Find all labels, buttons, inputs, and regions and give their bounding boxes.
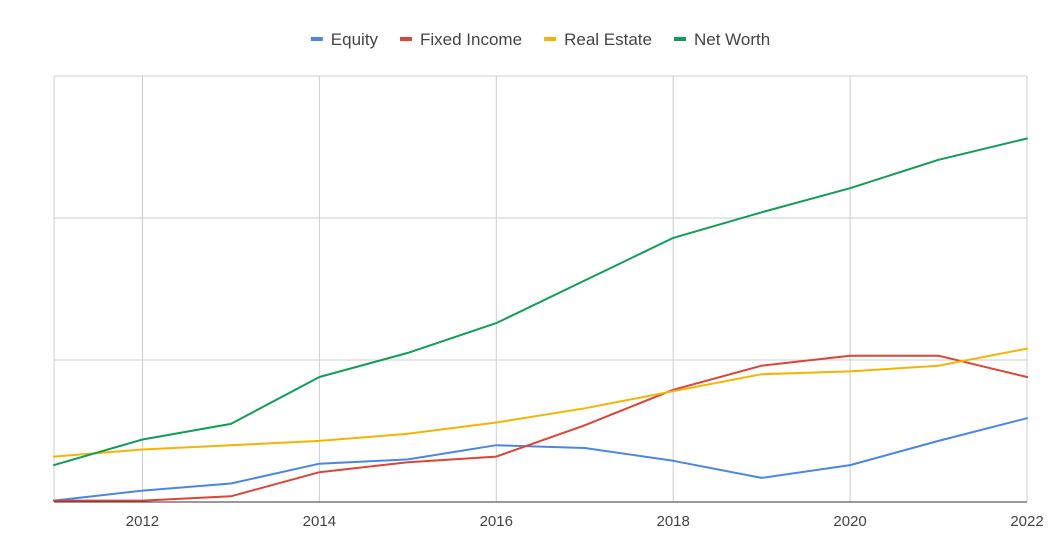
legend-item[interactable]: Net Worth (674, 30, 770, 49)
legend-label: Net Worth (694, 30, 770, 49)
legend-item[interactable]: Equity (310, 30, 379, 49)
legend-item[interactable]: Real Estate (544, 30, 652, 49)
series-line-equity (53, 417, 1028, 502)
x-tick-label: 2022 (1010, 513, 1043, 530)
legend-swatch (674, 37, 686, 41)
legend-label: Real Estate (564, 30, 652, 49)
x-tick-label: 2016 (480, 513, 513, 530)
legend-label: Equity (331, 30, 379, 49)
series-line-net-worth (53, 137, 1028, 467)
x-tick-label: 2018 (656, 513, 689, 530)
gridlines (53, 75, 1028, 502)
legend: Equity Fixed Income Real Estate Net Worth (310, 30, 770, 49)
series-line-fixed-income (53, 354, 1028, 502)
legend-label: Fixed Income (420, 30, 522, 49)
legend-swatch (310, 37, 323, 41)
x-tick-label: 2012 (126, 513, 159, 530)
legend-swatch (400, 37, 412, 41)
series-lines (53, 137, 1028, 502)
x-axis: 2012 2014 2016 2018 2020 2022 (54, 501, 1044, 530)
legend-item[interactable]: Fixed Income (400, 30, 522, 49)
x-tick-label: 2020 (833, 513, 866, 530)
x-tick-label: 2014 (303, 513, 336, 530)
series-line-real-estate (53, 347, 1028, 458)
legend-swatch (544, 37, 557, 41)
